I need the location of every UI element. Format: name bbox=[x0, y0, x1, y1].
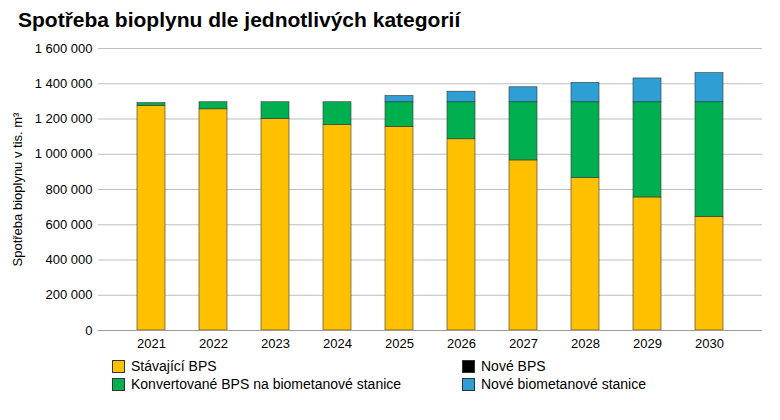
svg-text:0: 0 bbox=[85, 323, 92, 338]
svg-text:600 000: 600 000 bbox=[46, 217, 93, 232]
svg-text:2025: 2025 bbox=[385, 336, 414, 351]
svg-text:2026: 2026 bbox=[447, 336, 476, 351]
svg-text:400 000: 400 000 bbox=[46, 252, 93, 267]
svg-text:2029: 2029 bbox=[633, 336, 662, 351]
svg-text:1 400 000: 1 400 000 bbox=[35, 76, 93, 91]
html-text:Nové biometanové stanice: Nové biometanové stanice bbox=[481, 376, 646, 392]
svg-text:1 000 000: 1 000 000 bbox=[35, 146, 93, 161]
svg-text:200 000: 200 000 bbox=[46, 287, 93, 302]
svg-text:800 000: 800 000 bbox=[46, 182, 93, 197]
html-text:Nové BPS: Nové BPS bbox=[481, 358, 546, 374]
svg-text:2027: 2027 bbox=[509, 336, 538, 351]
html-text:Spotřeba bioplynu dle jednotli: Spotřeba bioplynu dle jednotlivých kateg… bbox=[18, 8, 461, 31]
svg-text:2024: 2024 bbox=[323, 336, 352, 351]
svg-text:2030: 2030 bbox=[695, 336, 724, 351]
svg-text:Spotřeba bioplynu v tis. m³: Spotřeba bioplynu v tis. m³ bbox=[10, 112, 25, 267]
svg-text:2022: 2022 bbox=[199, 336, 228, 351]
svg-text:1 600 000: 1 600 000 bbox=[35, 41, 93, 56]
svg-text:2021: 2021 bbox=[137, 336, 166, 351]
html-text:Konvertované BPS na biometanov: Konvertované BPS na biometanové stanice bbox=[131, 376, 402, 392]
svg-text:2023: 2023 bbox=[261, 336, 290, 351]
svg-text:2028: 2028 bbox=[571, 336, 600, 351]
svg-text:1 200 000: 1 200 000 bbox=[35, 111, 93, 126]
html-text:Stávající BPS: Stávající BPS bbox=[131, 358, 217, 374]
